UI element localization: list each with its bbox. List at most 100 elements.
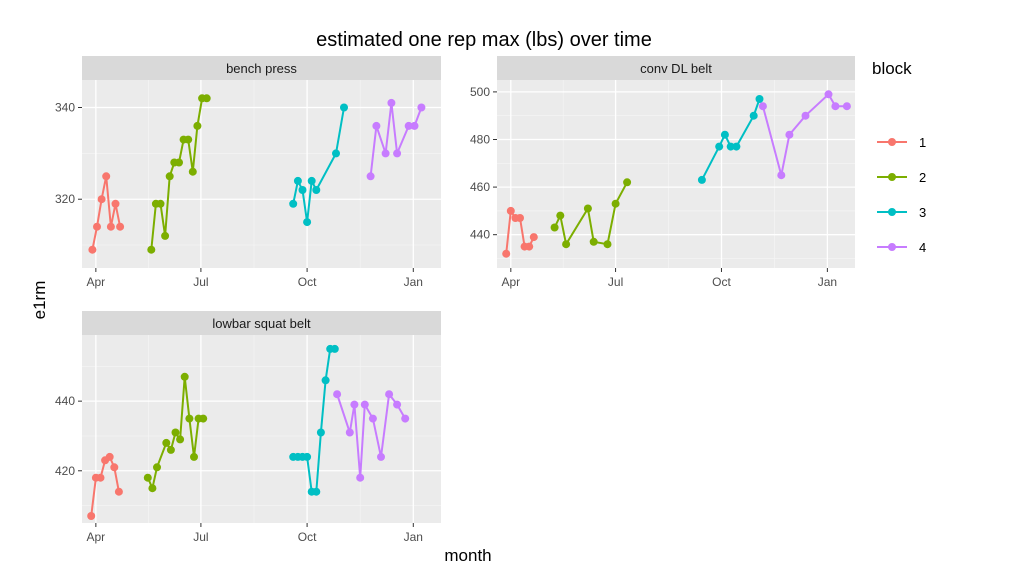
panel-background-bench-press [82, 80, 441, 268]
data-point-block-2 [156, 199, 165, 208]
legend-key-point-4 [888, 243, 896, 251]
data-point-block-4 [785, 130, 794, 139]
data-point-block-2 [550, 223, 559, 232]
data-point-block-3 [289, 199, 298, 208]
facet-panels: bench press Apr Jul Oct Jan 320 340 conv DL bel… [55, 56, 855, 544]
data-point-block-4 [831, 102, 840, 111]
strip-label-conv-dl-belt: conv DL belt [640, 61, 712, 76]
data-point-block-3 [749, 111, 758, 120]
x-tick-label: Apr [87, 530, 106, 544]
data-point-block-3 [332, 149, 340, 158]
data-point-block-2 [188, 167, 197, 176]
data-point-block-4 [387, 98, 396, 107]
data-point-block-2 [148, 484, 157, 493]
x-tick-label: Jan [818, 275, 837, 289]
data-point-block-4 [377, 452, 385, 461]
data-point-block-2 [589, 237, 598, 246]
data-point-block-2 [184, 135, 193, 144]
data-point-block-2 [611, 199, 620, 208]
data-point-block-1 [516, 214, 524, 222]
panel-background-conv-dl-belt [497, 80, 855, 268]
y-tick-label: 480 [470, 132, 490, 146]
x-tick-label: Jul [608, 275, 623, 289]
x-tick-label: Jan [404, 275, 423, 289]
data-point-block-3 [726, 142, 735, 151]
data-point-block-2 [583, 204, 592, 213]
data-point-block-2 [176, 435, 185, 444]
x-tick-label: Jul [193, 530, 208, 544]
y-tick-label: 500 [470, 85, 490, 99]
data-point-block-2 [193, 121, 202, 130]
data-point-block-4 [356, 473, 365, 482]
legend-label-3: 3 [919, 205, 926, 220]
data-point-block-2 [603, 240, 612, 249]
data-point-block-4 [345, 428, 354, 437]
x-axis-title: month [444, 546, 491, 565]
strip-conv-dl-belt [497, 56, 855, 80]
legend-label-4: 4 [919, 240, 926, 255]
panel-conv-dl-belt: conv DL belt Apr Jul Oct Jan 440 460 480 500 [470, 56, 855, 289]
data-point-block-4 [410, 121, 419, 130]
y-tick-label: 440 [55, 394, 75, 408]
panel-bench-press: bench press Apr Jul Oct Jan 320 340 [55, 56, 441, 289]
data-point-block-2 [190, 452, 198, 461]
strip-label-bench-press: bench press [226, 61, 297, 76]
data-point-block-1 [93, 222, 101, 231]
data-point-block-4 [417, 103, 426, 112]
strip-label-lowbar-squat-belt: lowbar squat belt [212, 316, 311, 331]
data-point-block-2 [175, 158, 183, 167]
data-point-block-4 [368, 414, 377, 423]
data-point-block-4 [333, 390, 342, 399]
data-point-block-2 [562, 240, 571, 249]
data-point-block-4 [350, 400, 359, 409]
data-point-block-2 [147, 245, 156, 254]
data-point-block-1 [97, 195, 106, 204]
data-point-block-2 [166, 445, 175, 454]
data-point-block-3 [732, 142, 741, 151]
legend: block 1 2 3 4 [872, 59, 926, 264]
data-point-block-3 [303, 218, 312, 227]
data-point-block-1 [110, 463, 119, 472]
data-point-block-4 [842, 102, 851, 111]
data-point-block-4 [360, 400, 369, 409]
data-point-block-4 [777, 171, 786, 180]
data-point-block-3 [330, 344, 339, 353]
data-point-block-3 [755, 95, 764, 103]
strip-bench-press [82, 56, 441, 80]
data-point-block-4 [366, 172, 375, 181]
legend-key-point-2 [888, 173, 896, 181]
data-point-block-2 [556, 211, 565, 220]
data-point-block-1 [105, 452, 114, 461]
series-line-block-4 [336, 391, 407, 478]
data-point-block-4 [381, 149, 390, 158]
data-point-block-3 [303, 452, 312, 461]
y-tick-label: 320 [55, 192, 75, 206]
legend-title: block [872, 59, 912, 78]
y-tick-label: 460 [470, 180, 490, 194]
data-point-block-4 [758, 102, 767, 111]
x-tick-label: Apr [87, 275, 106, 289]
data-point-block-2 [165, 172, 174, 181]
data-point-block-4 [393, 400, 402, 409]
data-point-block-3 [321, 376, 330, 385]
data-point-block-3 [715, 142, 724, 151]
x-tick-label: Oct [298, 530, 317, 544]
legend-label-2: 2 [919, 170, 926, 185]
data-point-block-1 [529, 233, 538, 242]
data-point-block-3 [340, 103, 348, 112]
series-line-block-2 [553, 181, 628, 247]
data-point-block-1 [506, 206, 515, 215]
data-point-block-3 [312, 186, 321, 194]
data-point-block-4 [404, 121, 413, 130]
data-point-block-4 [393, 149, 402, 158]
data-point-block-2 [202, 94, 211, 103]
y-tick-label: 440 [470, 228, 490, 242]
data-point-block-3 [697, 175, 706, 184]
legend-key-point-1 [888, 138, 896, 146]
data-point-block-2 [143, 473, 152, 482]
data-point-block-3 [312, 487, 321, 496]
data-point-block-2 [623, 178, 632, 187]
strip-lowbar-squat-belt [82, 311, 441, 335]
data-point-block-2 [180, 372, 189, 381]
